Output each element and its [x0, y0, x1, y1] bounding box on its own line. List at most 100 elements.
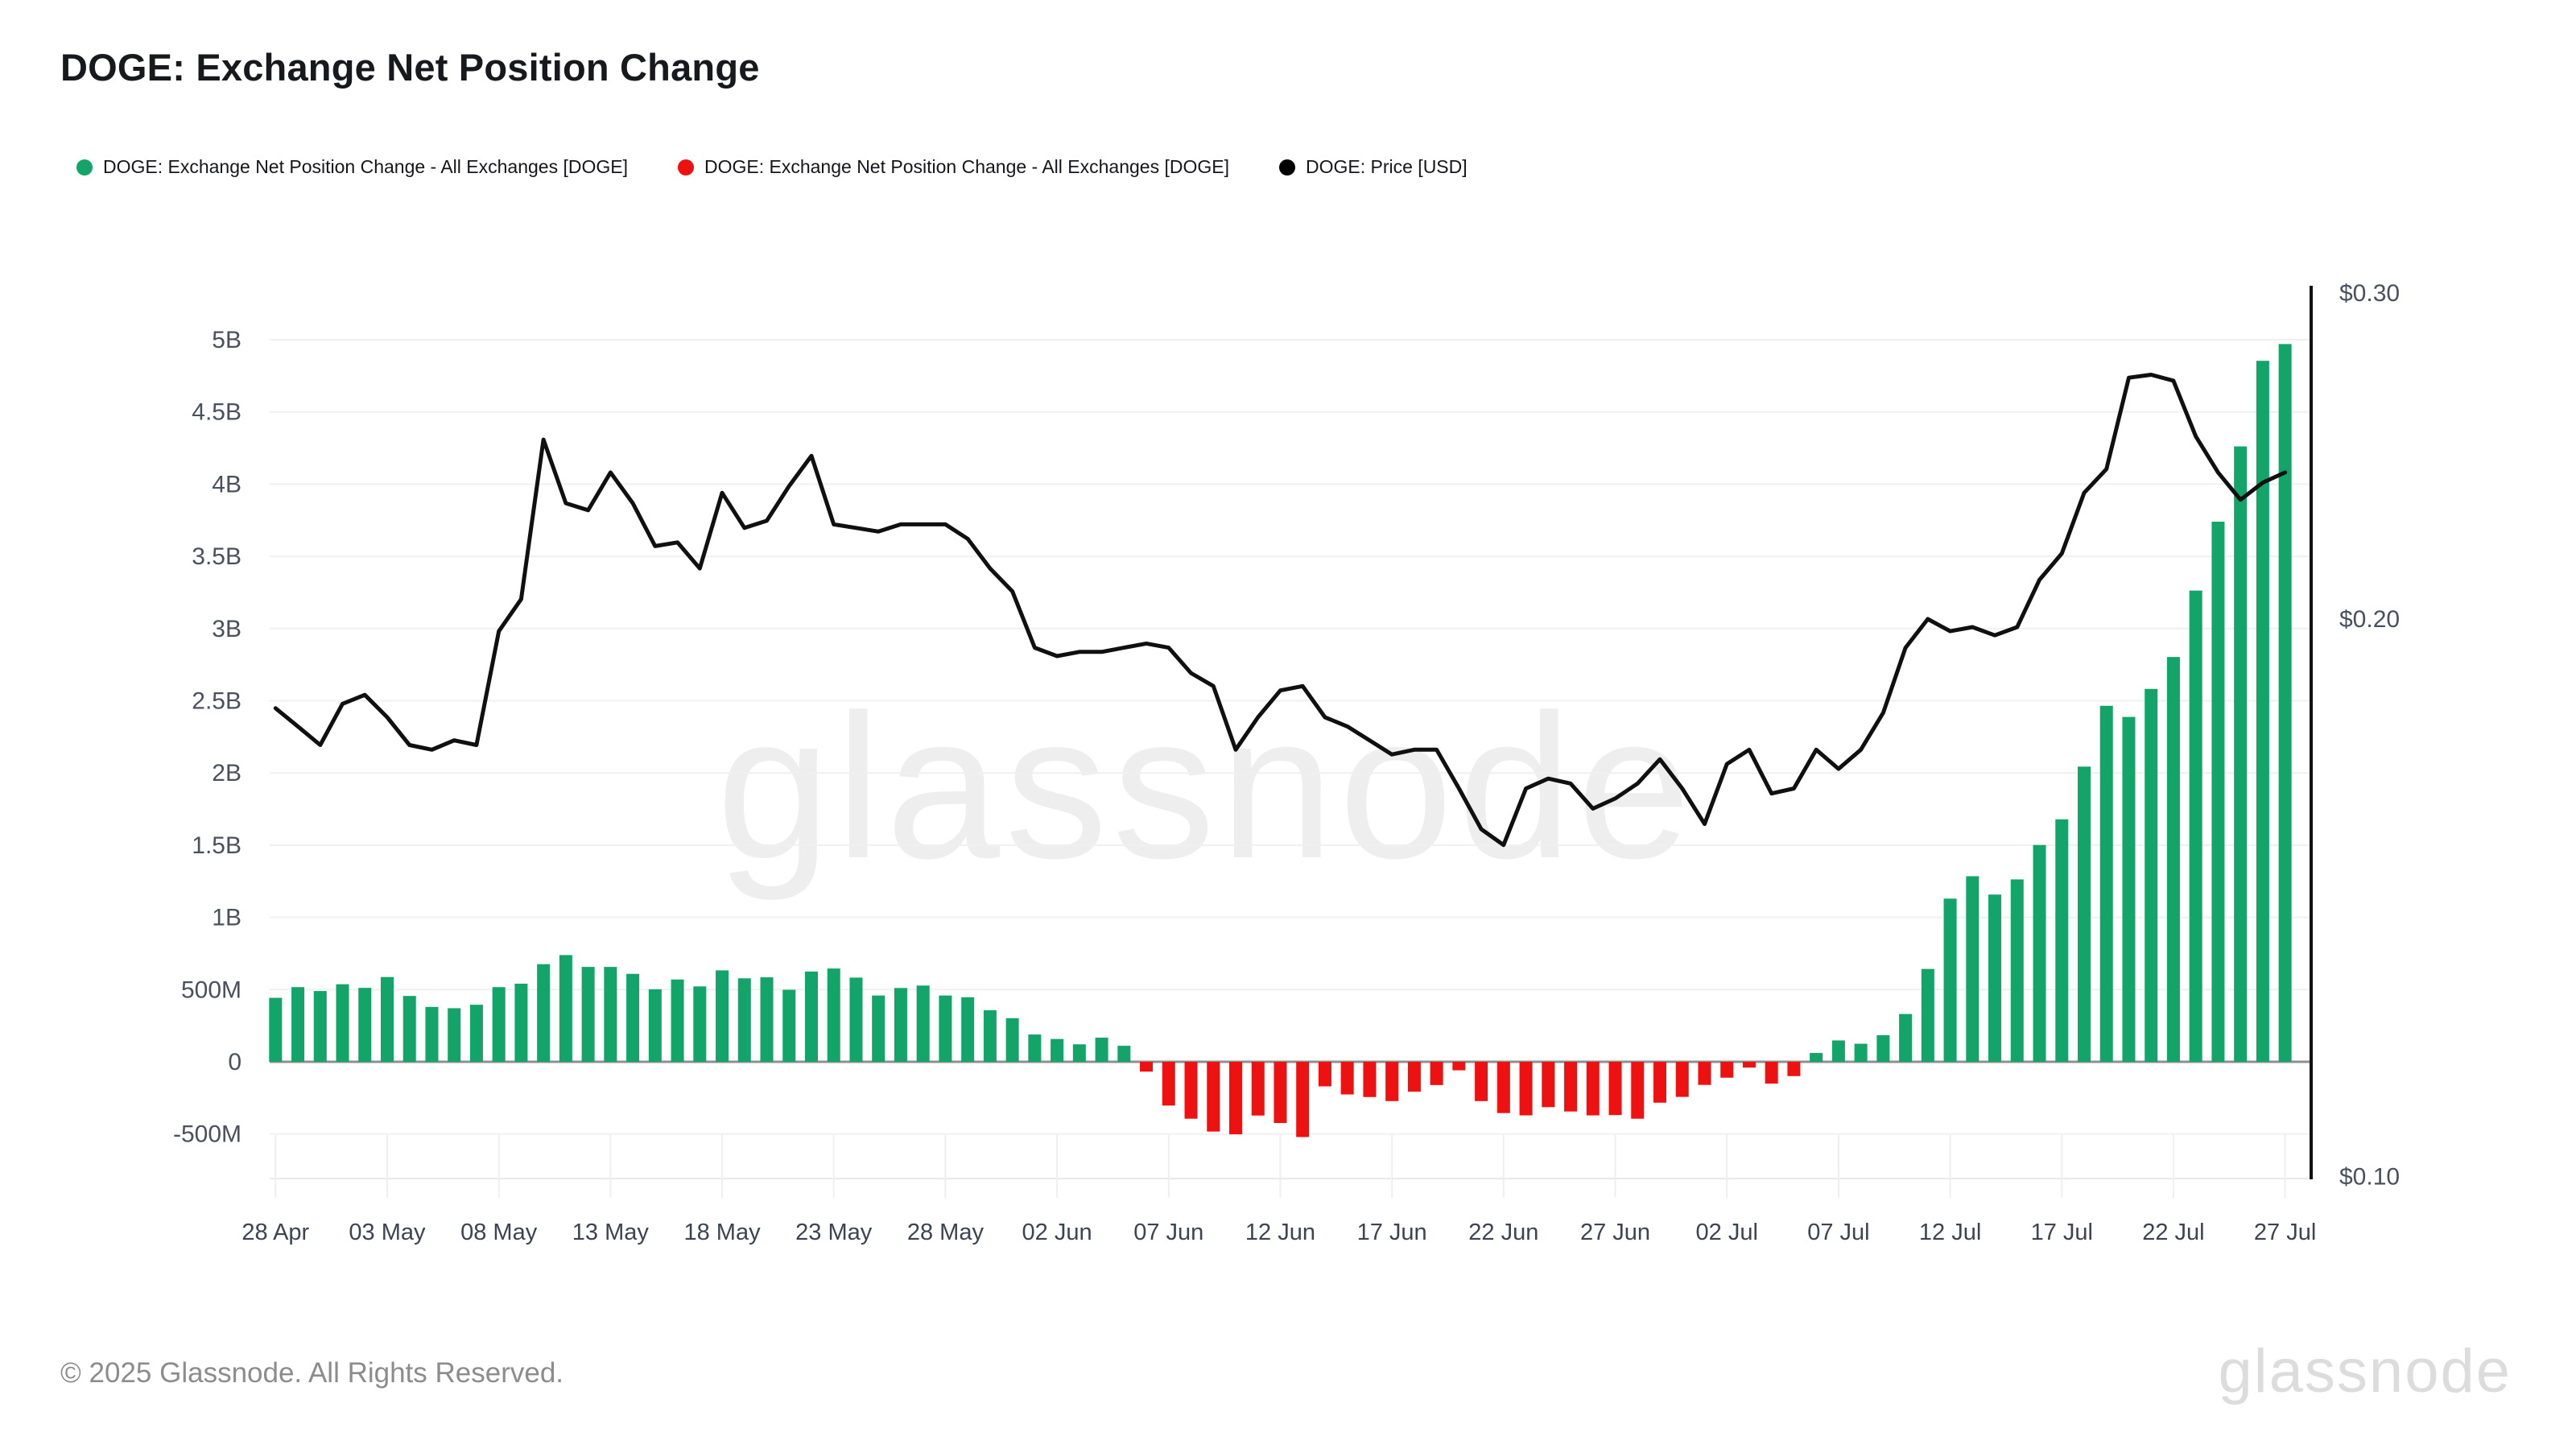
net-change-bar — [1207, 1062, 1220, 1132]
copyright-text: © 2025 Glassnode. All Rights Reserved. — [60, 1357, 564, 1389]
net-change-bar — [1698, 1062, 1711, 1085]
net-change-bar — [1072, 1044, 1086, 1062]
watermark: glassnode — [716, 672, 1696, 902]
net-change-bar — [1921, 968, 1934, 1062]
net-change-bar — [1876, 1034, 1890, 1062]
net-change-bar — [2055, 819, 2069, 1062]
x-axis-label: 17 Jul — [2031, 1220, 2093, 1245]
price-axis-label: $0.20 — [2339, 606, 2400, 633]
net-change-bar — [469, 1005, 483, 1062]
net-change-bar — [313, 991, 327, 1062]
net-change-bar — [693, 986, 707, 1062]
net-change-bar — [2234, 446, 2248, 1062]
legend-item-net-change-positive[interactable]: DOGE: Exchange Net Position Change - All… — [76, 156, 628, 178]
net-change-bar — [1005, 1018, 1019, 1062]
y-axis-label: 500M — [181, 976, 242, 1003]
x-axis-label: 23 May — [795, 1220, 873, 1245]
net-change-bar — [1251, 1062, 1265, 1116]
net-change-bar — [1519, 1062, 1533, 1116]
net-change-bar — [1475, 1062, 1488, 1101]
net-change-bar — [804, 971, 818, 1062]
legend-dot-red-icon — [678, 159, 694, 175]
y-axis-label: -500M — [173, 1121, 242, 1148]
x-axis-label: 07 Jun — [1133, 1220, 1203, 1245]
net-change-bar — [336, 984, 349, 1062]
net-change-bar — [1720, 1062, 1734, 1078]
net-change-bar — [1586, 1062, 1600, 1116]
net-change-bar — [402, 996, 416, 1062]
net-change-bar — [425, 1006, 439, 1062]
net-change-bar — [1363, 1062, 1377, 1097]
net-change-bar — [1631, 1062, 1645, 1119]
net-change-bar — [581, 967, 595, 1062]
net-change-bar — [492, 987, 506, 1062]
x-axis-label: 22 Jun — [1468, 1220, 1538, 1245]
x-axis-label: 07 Jul — [1807, 1220, 1869, 1245]
net-change-bar — [1117, 1046, 1131, 1062]
net-change-bar — [648, 989, 662, 1062]
x-axis-label: 27 Jun — [1580, 1220, 1650, 1245]
net-change-bar — [1810, 1053, 1823, 1062]
legend: DOGE: Exchange Net Position Change - All… — [76, 156, 1468, 178]
net-change-bar — [1274, 1062, 1287, 1124]
x-axis-label: 22 Jul — [2142, 1220, 2204, 1245]
net-change-bar — [1452, 1062, 1466, 1071]
net-change-bar — [559, 955, 572, 1062]
legend-label: DOGE: Price [USD] — [1306, 156, 1468, 177]
net-change-bar — [2189, 590, 2202, 1062]
net-change-bar — [1430, 1062, 1443, 1085]
y-axis-label: 1.5B — [192, 832, 242, 859]
net-change-bar — [1051, 1038, 1064, 1062]
net-change-bar — [894, 988, 907, 1062]
net-change-bar — [827, 968, 840, 1062]
x-axis-label: 03 May — [349, 1220, 426, 1245]
x-axis-label: 13 May — [572, 1220, 650, 1245]
y-axis-label: 1B — [212, 905, 242, 931]
legend-item-price[interactable]: DOGE: Price [USD] — [1279, 156, 1468, 178]
net-change-bar — [358, 988, 372, 1062]
y-axis-label: 2B — [212, 760, 242, 786]
net-change-bar — [737, 978, 751, 1062]
net-change-bar — [2033, 844, 2046, 1062]
net-change-bar — [1340, 1062, 1354, 1095]
price-axis-label: $0.30 — [2339, 280, 2400, 307]
net-change-bar — [1162, 1062, 1175, 1106]
net-change-bar — [2166, 657, 2180, 1062]
net-change-bar — [2010, 879, 2024, 1062]
x-axis-label: 17 Jun — [1357, 1220, 1427, 1245]
net-change-bar — [514, 983, 528, 1062]
net-change-bar — [2122, 716, 2136, 1062]
net-change-bar — [1675, 1062, 1689, 1097]
x-axis-label: 28 Apr — [242, 1220, 309, 1245]
x-axis-label: 02 Jun — [1022, 1220, 1092, 1245]
net-change-bar — [1608, 1062, 1622, 1116]
net-change-bar — [2099, 705, 2113, 1062]
net-change-bar — [1765, 1062, 1778, 1084]
net-change-bar — [782, 989, 796, 1062]
net-change-bar — [1095, 1038, 1108, 1062]
x-axis-label: 12 Jun — [1245, 1220, 1315, 1245]
net-change-bar — [983, 1009, 997, 1062]
net-change-bar — [1296, 1062, 1310, 1137]
legend-item-net-change-negative[interactable]: DOGE: Exchange Net Position Change - All… — [678, 156, 1229, 178]
net-change-bar — [1988, 894, 2002, 1062]
net-change-bar — [872, 995, 886, 1062]
legend-label: DOGE: Exchange Net Position Change - All… — [103, 156, 628, 177]
net-change-bar — [849, 977, 863, 1062]
page-title: DOGE: Exchange Net Position Change — [60, 46, 760, 89]
net-change-bar — [1966, 876, 1979, 1062]
price-axis-label: $0.10 — [2339, 1163, 2400, 1190]
net-change-bar — [448, 1008, 461, 1062]
legend-dot-black-icon — [1279, 159, 1295, 175]
net-change-bar — [1228, 1062, 1242, 1135]
net-change-bar — [916, 985, 930, 1062]
y-axis-label: 4.5B — [192, 399, 242, 426]
net-change-bar — [1742, 1062, 1756, 1068]
net-change-bar — [1140, 1062, 1154, 1072]
x-axis-label: 28 May — [907, 1220, 985, 1245]
net-change-bar — [2211, 522, 2225, 1062]
y-axis-label: 3.5B — [192, 543, 242, 570]
net-change-bar — [537, 964, 551, 1062]
net-change-bar — [1184, 1062, 1198, 1119]
